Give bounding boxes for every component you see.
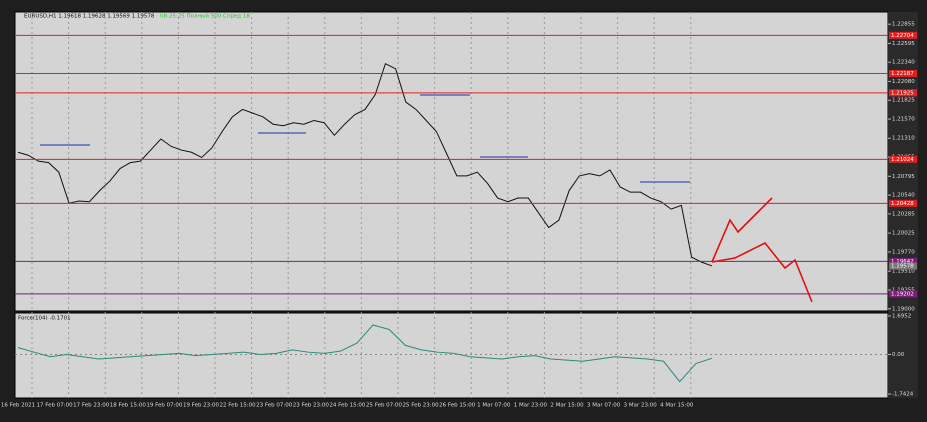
price-line — [17, 324, 713, 383]
y-tick-label: -1.7424 — [892, 391, 914, 397]
indicator-pane — [14, 312, 889, 399]
price-pane — [14, 11, 889, 312]
y-tick-label: 1.21570 — [892, 117, 915, 123]
level-label: 1.19202 — [891, 291, 914, 297]
level-tag — [889, 257, 917, 265]
y-tick-label: 1.20540 — [892, 193, 915, 199]
x-tick-label: 3 Mar 23:00 — [624, 403, 658, 409]
y-tick-label: 1.19510 — [892, 269, 915, 275]
level-tag — [889, 31, 917, 39]
indicator-title: Force(104) -0.1701 — [18, 316, 71, 322]
x-tick-label: 16 Feb 2021 — [1, 403, 35, 409]
level-label: 1.19642 — [891, 259, 914, 265]
level-tag — [889, 199, 917, 207]
level-label: 1.22704 — [891, 33, 914, 39]
y-tick-label: 1.20025 — [892, 231, 915, 237]
level-label: 1.22187 — [891, 71, 914, 77]
y-tick-label: 1.20285 — [892, 211, 915, 217]
x-tick-label: 4 Mar 15:00 — [660, 403, 694, 409]
price-line — [17, 62, 713, 267]
x-tick-label: 3 Mar 07:00 — [587, 403, 621, 409]
y-tick-label: 1.21825 — [892, 98, 915, 104]
x-tick-label: 24 Feb 15:00 — [329, 403, 366, 409]
x-tick-label: 2 Mar 15:00 — [550, 403, 584, 409]
status-info: 08:25:25 Полный 500 Спред 18 — [160, 13, 250, 20]
x-tick-label: 19 Feb 07:00 — [146, 403, 183, 409]
x-tick-label: 19 Feb 23:00 — [183, 403, 220, 409]
x-tick-label: 26 Feb 15:00 — [439, 403, 476, 409]
y-tick-label: 1.21310 — [892, 136, 915, 142]
symbol-info: EURUSD,H1 1.19618 1.19628 1.19569 1.1957… — [24, 14, 155, 20]
x-tick-label: 23 Feb 07:00 — [256, 403, 293, 409]
y-tick-label: 1.22595 — [892, 41, 915, 47]
price-tag — [889, 262, 917, 270]
x-tick-label: 22 Feb 15:00 — [220, 403, 257, 409]
x-tick-label: 25 Feb 23:00 — [403, 403, 440, 409]
level-tag — [889, 89, 917, 97]
y-tick-label: 1.6952 — [892, 313, 911, 319]
level-tag — [889, 69, 917, 77]
x-tick-label: 1 Mar 23:00 — [514, 403, 548, 409]
x-tick-label: 23 Feb 23:00 — [293, 403, 330, 409]
level-label: 1.21925 — [891, 90, 914, 96]
current-price: 1.19578 — [891, 264, 914, 270]
x-tick-label: 17 Feb 23:00 — [73, 403, 110, 409]
level-label: 1.21024 — [891, 157, 914, 163]
x-tick-label: 25 Feb 07:00 — [366, 403, 403, 409]
level-label: 1.20428 — [891, 201, 914, 207]
y-tick-label: 1.22080 — [892, 79, 915, 85]
y-tick-label: 1.19770 — [892, 249, 915, 255]
x-tick-label: 18 Feb 15:00 — [110, 403, 147, 409]
y-tick-label: 1.20795 — [892, 174, 915, 180]
forecast-line — [711, 197, 773, 263]
level-tag — [889, 155, 917, 163]
forecast-line — [711, 241, 813, 303]
x-tick-label: 1 Mar 07:00 — [477, 403, 511, 409]
y-tick-label: 1.22340 — [892, 60, 915, 66]
y-tick-label: 1.19000 — [892, 306, 915, 312]
y-tick-label: 0.00 — [892, 352, 905, 358]
level-tag — [889, 290, 917, 298]
x-tick-label: 17 Feb 07:00 — [37, 403, 74, 409]
y-tick-label: 1.22855 — [892, 22, 915, 28]
